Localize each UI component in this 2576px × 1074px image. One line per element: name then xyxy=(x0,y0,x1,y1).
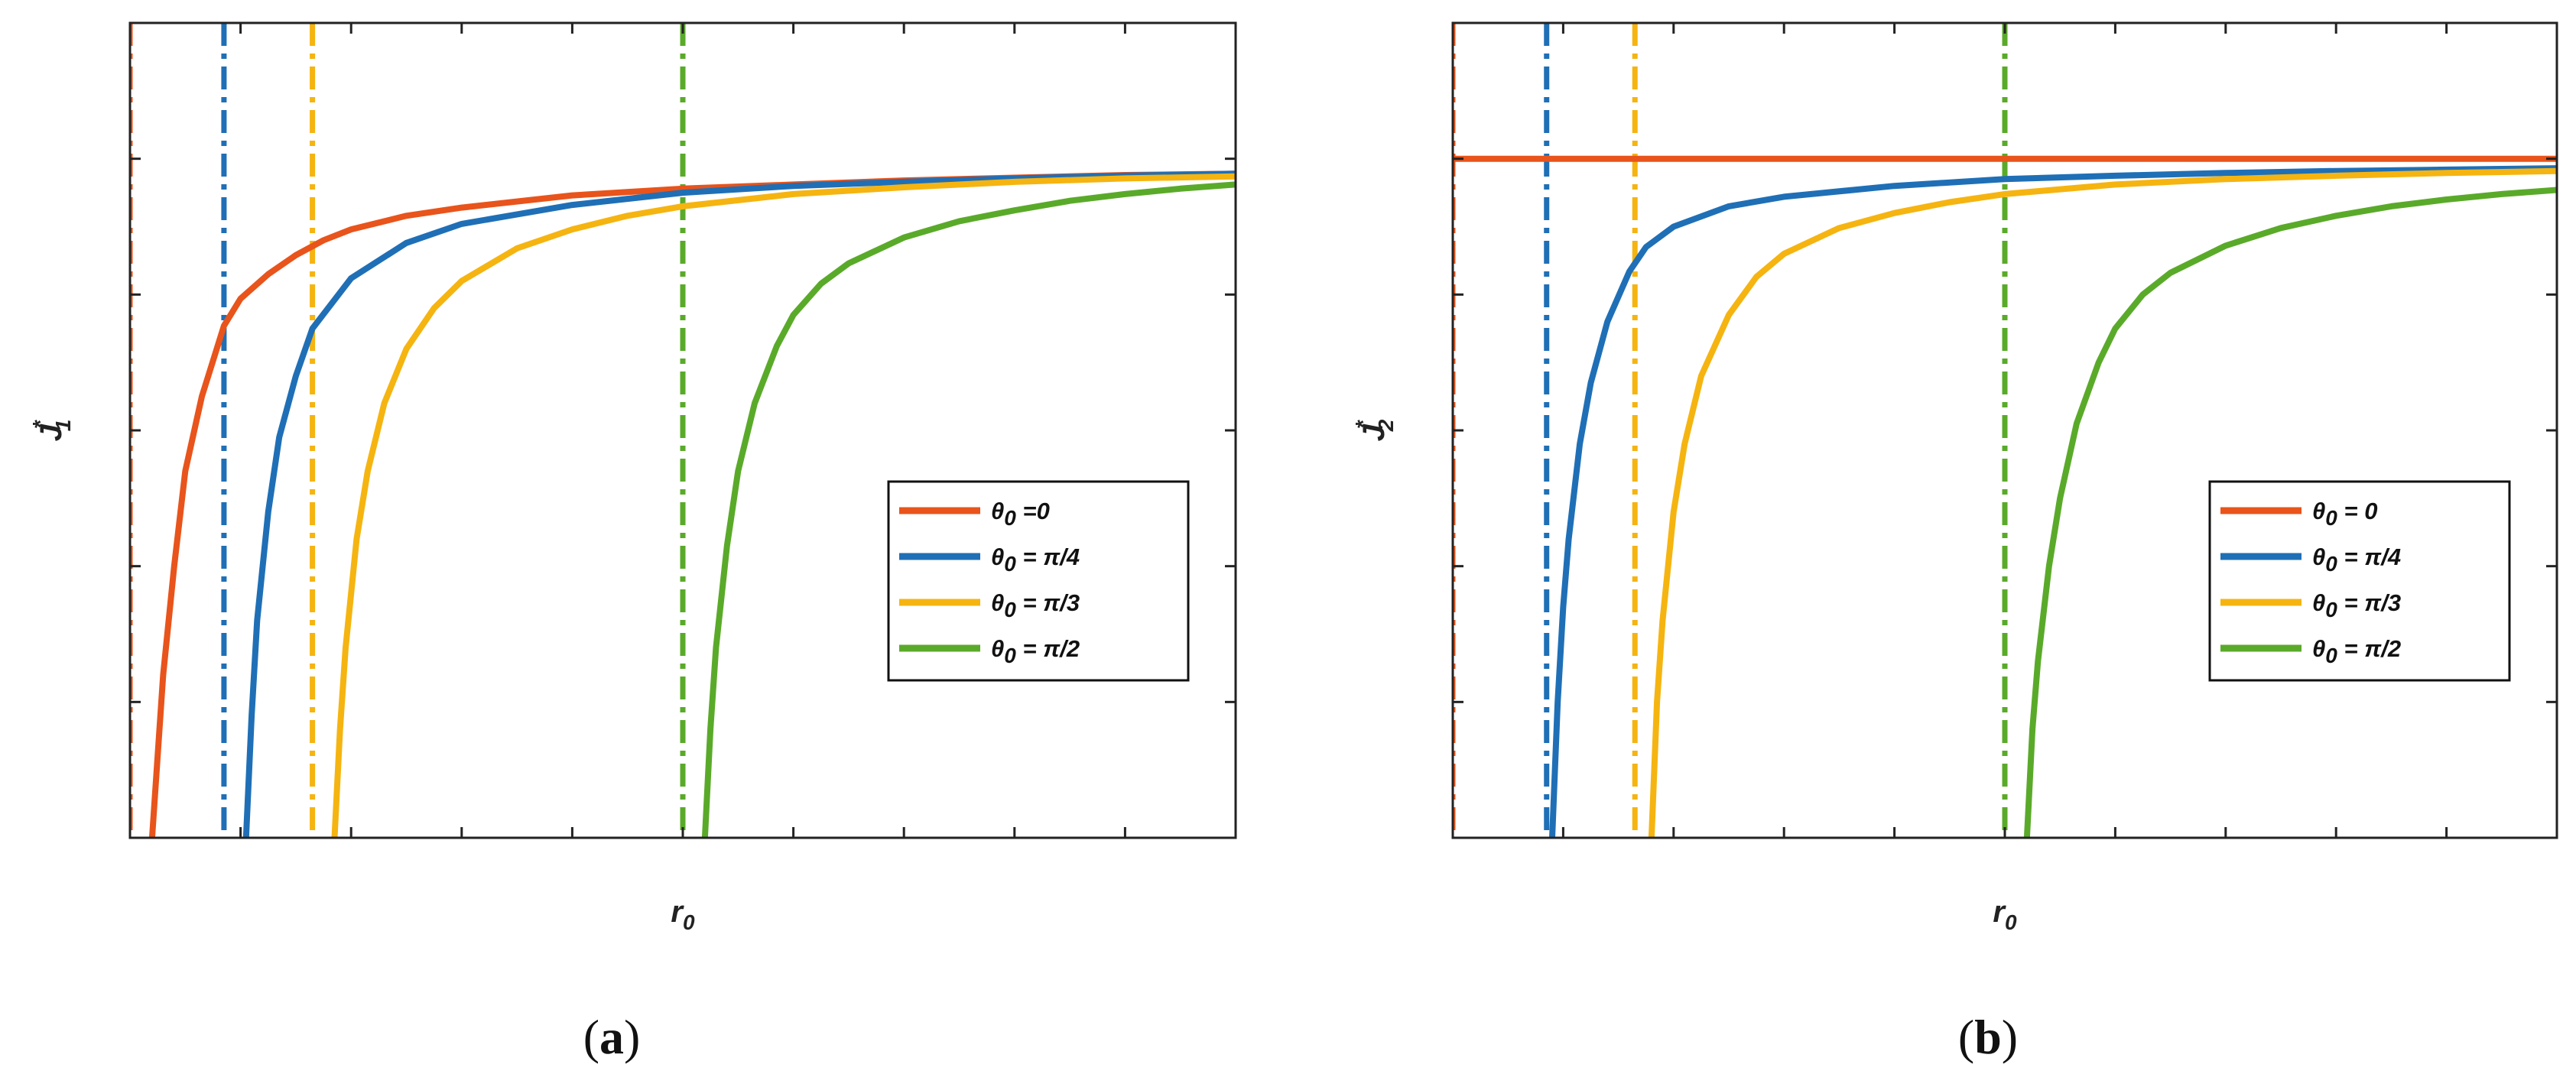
series-line xyxy=(1549,165,2557,838)
y-axis-title-subscript: 1 xyxy=(51,420,75,432)
legend-entry-subscript: 0 xyxy=(1004,552,1016,576)
legend: θ0 =0θ0 = π/4θ0 = π/3θ0 = π/2 xyxy=(887,480,1190,682)
legend-entry-symbol: θ xyxy=(2312,498,2325,524)
legend: θ0 = 0θ0 = π/4θ0 = π/3θ0 = π/2 xyxy=(2208,480,2511,682)
series-line xyxy=(242,170,1236,838)
x-axis-title-base: r xyxy=(1993,895,2006,929)
legend-entry-value: = π/3 xyxy=(2337,589,2401,616)
panel-label-letter: b xyxy=(1974,1010,2002,1064)
legend-entry-value: = π/4 xyxy=(2337,543,2401,570)
y-axis-title-base: J xyxy=(1357,423,1391,441)
y-axis-title-superscript: * xyxy=(1351,420,1375,429)
legend-entry-symbol: θ xyxy=(2312,543,2325,570)
legend-entry-symbol: θ xyxy=(991,543,1004,570)
legend-entry-value: = 0 xyxy=(2337,498,2378,524)
x-axis-title-base: r xyxy=(671,895,684,929)
series-line xyxy=(331,173,1236,838)
legend-entry-subscript: 0 xyxy=(1004,598,1016,621)
panel-label: (b) xyxy=(1958,1010,2018,1064)
legend-entry-value: = π/3 xyxy=(1016,589,1080,616)
legend-entry-subscript: 0 xyxy=(1004,644,1016,667)
panel-label-open: ( xyxy=(583,1010,599,1064)
chart-panel-b: r0J*2θ0 = 0θ0 = π/4θ0 = π/3θ0 = π/2(b) xyxy=(1351,21,2558,1064)
legend-entry-subscript: 0 xyxy=(2325,552,2337,576)
legend-entry-subscript: 0 xyxy=(2325,644,2337,667)
x-axis-title-subscript: 0 xyxy=(683,910,695,934)
legend-entry-subscript: 0 xyxy=(2325,598,2337,621)
legend-entry-symbol: θ xyxy=(2312,589,2325,616)
x-axis-title-subscript: 0 xyxy=(2005,910,2017,934)
series-line xyxy=(2023,187,2557,838)
series-line xyxy=(701,181,1236,838)
legend-entry: θ0 = π/2 xyxy=(2312,635,2401,667)
panel-label-open: ( xyxy=(1958,1010,1974,1064)
legend-entry-value: = π/2 xyxy=(2337,635,2401,662)
legend-entry: θ0 =0 xyxy=(991,498,1050,530)
panel-label-letter: a xyxy=(599,1010,624,1064)
legend-entry-symbol: θ xyxy=(991,498,1004,524)
panel-label-close: ) xyxy=(2002,1010,2018,1064)
legend-entry: θ0 = 0 xyxy=(2312,498,2377,530)
legend-entry-value: =0 xyxy=(1016,498,1050,524)
panel-label: (a) xyxy=(583,1010,641,1064)
legend-entry-subscript: 0 xyxy=(2325,506,2337,530)
x-axis-title: r0 xyxy=(671,895,695,934)
x-axis-title: r0 xyxy=(1993,895,2017,934)
y-axis-title-subscript: 2 xyxy=(1374,419,1398,432)
legend-entry: θ0 = π/3 xyxy=(2312,589,2401,621)
legend-entry: θ0 = π/2 xyxy=(991,635,1080,667)
y-axis-title: J*2 xyxy=(1351,419,1398,441)
y-axis-title-superscript: * xyxy=(28,420,52,429)
series-line xyxy=(1648,167,2557,838)
panels: r0J*1θ0 =0θ0 = π/4θ0 = π/3θ0 = π/2(a)r0J… xyxy=(28,21,2558,1064)
legend-entry-value: = π/2 xyxy=(1016,635,1080,662)
y-axis-title-base: J xyxy=(34,423,68,441)
legend-entry-symbol: θ xyxy=(2312,635,2325,662)
legend-entry-symbol: θ xyxy=(991,635,1004,662)
panel-label-close: ) xyxy=(624,1010,640,1064)
chart-panel-a: r0J*1θ0 =0θ0 = π/4θ0 = π/3θ0 = π/2(a) xyxy=(28,21,1237,1064)
legend-entry-subscript: 0 xyxy=(1004,506,1016,530)
legend-entry-value: = π/4 xyxy=(1016,543,1080,570)
legend-entry: θ0 = π/4 xyxy=(2312,543,2401,576)
legend-entry-symbol: θ xyxy=(991,589,1004,616)
legend-entry: θ0 = π/4 xyxy=(991,543,1080,576)
legend-entry: θ0 = π/3 xyxy=(991,589,1080,621)
y-axis-title: J*1 xyxy=(28,420,75,442)
